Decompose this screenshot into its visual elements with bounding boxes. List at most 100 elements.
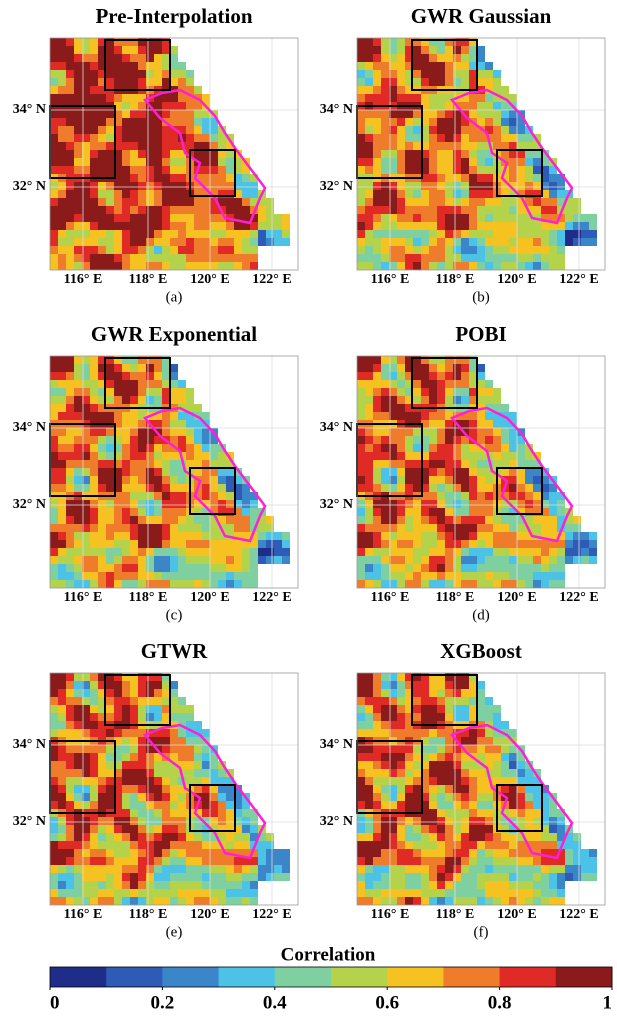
map-cell [517,182,525,190]
map-cell [106,849,114,857]
lat-label: 34° N [320,420,353,435]
colorbar-segment [106,967,163,987]
map-cell [122,889,130,897]
map-cell [501,745,509,753]
map-cell [493,532,501,540]
map-cell [461,238,469,246]
map-cell [218,572,226,580]
map-cell [413,460,421,468]
map-cell [533,524,541,532]
map-cell [469,769,477,777]
map-cell [365,62,373,70]
map-cell [210,468,218,476]
map-cell [485,833,493,841]
map-cell [202,444,210,452]
map-cell [74,62,82,70]
map-cell [266,865,274,873]
map-cell [162,372,170,380]
map-cell [106,246,114,254]
map-cell [202,158,210,166]
map-cell [381,134,389,142]
map-cell [445,444,453,452]
map-cell [469,166,477,174]
map-cell [549,174,557,182]
map-cell [50,198,58,206]
map-cell [226,206,234,214]
map-cell [170,833,178,841]
map-cell [485,572,493,580]
map-cell [242,841,250,849]
map-cell [437,78,445,86]
map-cell [381,689,389,697]
map-cell [98,190,106,198]
map-cell [154,713,162,721]
map-cell [485,262,493,270]
map-cell [525,484,533,492]
map-cell [429,182,437,190]
map-cell [477,825,485,833]
map-cell [98,246,106,254]
map-cell [218,801,226,809]
map-cell [202,436,210,444]
map-cell [186,516,194,524]
map-cell [146,516,154,524]
map-cell [533,222,541,230]
map-cell [437,436,445,444]
map-cell [178,492,186,500]
map-cell [413,134,421,142]
map-cell [397,705,405,713]
map-cell [90,118,98,126]
map-cell [202,532,210,540]
map-cell [501,428,509,436]
map-cell [397,380,405,388]
map-cell [234,564,242,572]
map-cell [509,785,517,793]
map-cell [533,540,541,548]
map-cell [573,833,581,841]
map-cell [525,769,533,777]
map-cell [485,476,493,484]
map-cell [365,254,373,262]
map-cell [178,865,186,873]
map-cell [421,46,429,54]
map-cell [106,761,114,769]
map-cell [373,222,381,230]
map-cell [218,222,226,230]
map-cell [146,841,154,849]
map-cell [525,881,533,889]
map-cell [469,873,477,881]
map-cell [194,548,202,556]
map-cell [90,254,98,262]
map-cell [485,849,493,857]
map-cell [557,817,565,825]
map-cell [242,262,250,270]
map-cell [437,492,445,500]
map-cell [178,484,186,492]
map-cell [186,118,194,126]
map-cell [130,729,138,737]
map-cell [66,705,74,713]
map-cell [106,580,114,588]
map-cell [493,420,501,428]
map-cell [50,444,58,452]
map-cell [373,500,381,508]
map-cell [397,849,405,857]
map-cell [413,94,421,102]
map-cell [429,54,437,62]
map-cell [58,580,66,588]
map-cell [477,412,485,420]
panel-title: GWR Gaussian [411,4,552,28]
map-cell [381,777,389,785]
map-cell [194,452,202,460]
map-cell [162,198,170,206]
map-cell [98,769,106,777]
map-cell [373,484,381,492]
map-cell [98,444,106,452]
map-cell [477,849,485,857]
map-cell [541,548,549,556]
map-cell [469,214,477,222]
map-cell [557,564,565,572]
map-cell [533,564,541,572]
map-cell [381,158,389,166]
map-cell [106,689,114,697]
